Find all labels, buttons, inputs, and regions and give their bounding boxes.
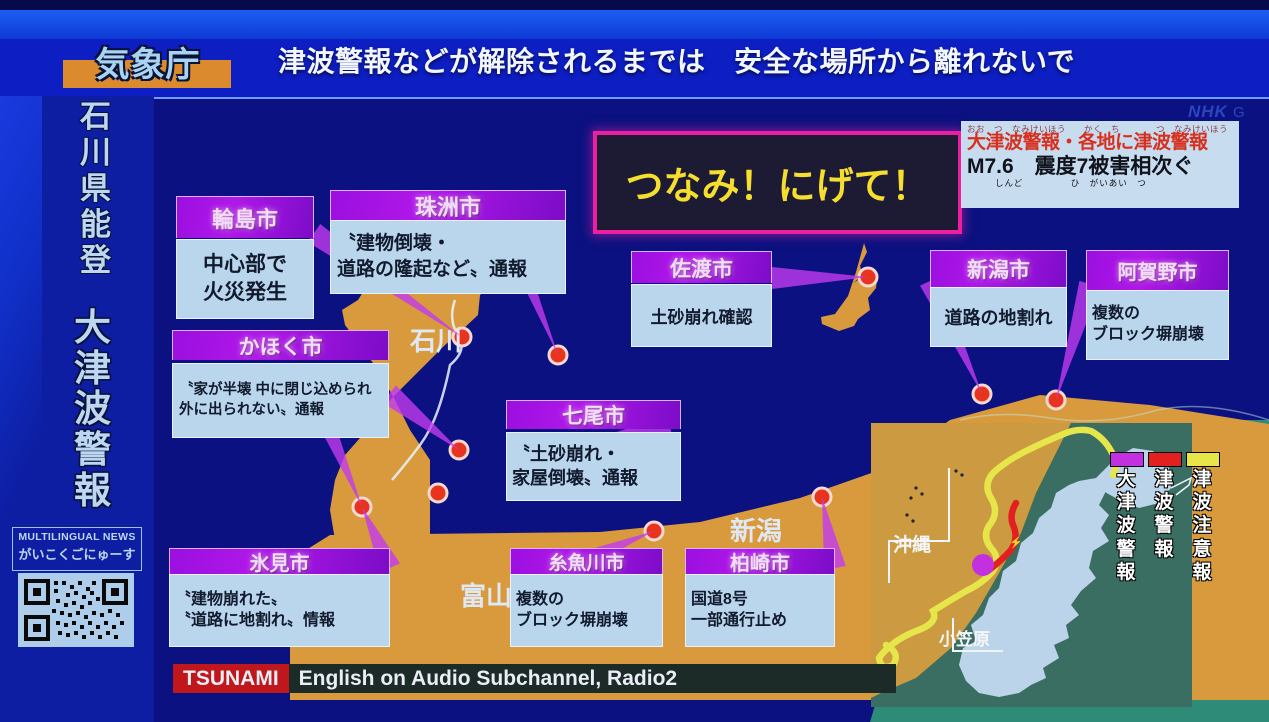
- svg-text:沖縄: 沖縄: [893, 533, 931, 556]
- svg-text:小笠原: 小笠原: [939, 629, 990, 649]
- svg-text:⚡: ⚡: [1009, 536, 1023, 549]
